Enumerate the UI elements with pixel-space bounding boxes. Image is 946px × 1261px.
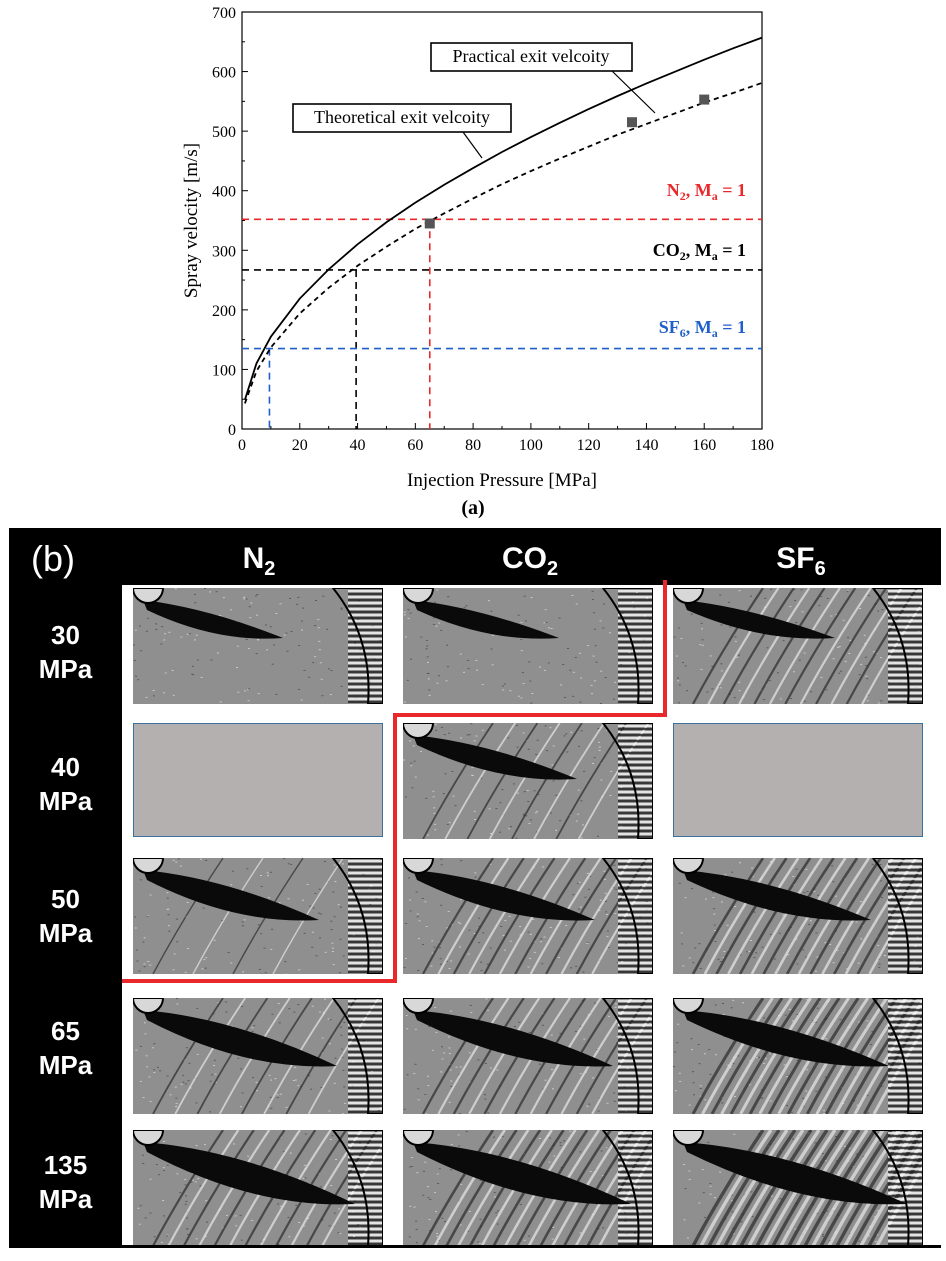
y-tick-label: 0 <box>228 422 236 439</box>
y-tick-label: 700 <box>212 5 236 22</box>
x-tick-label: 100 <box>519 437 543 454</box>
x-tick-label: 60 <box>407 437 423 454</box>
column-head-sf6: SF6 <box>776 542 826 580</box>
row-head-65: 65 MPa <box>38 1016 93 1080</box>
y-tick-label: 200 <box>212 303 236 320</box>
schlieren-image-co2-row4 <box>403 1130 653 1246</box>
mach-label-0: N2, Ma = 1 <box>667 180 746 203</box>
row-head-50: 50 MPa <box>38 884 93 948</box>
y-tick-label: 100 <box>212 362 236 379</box>
plot-frame <box>241 11 763 430</box>
x-tick-label: 120 <box>577 437 601 454</box>
schlieren-image-sf6-row0 <box>673 588 923 704</box>
x-tick-label: 160 <box>692 437 716 454</box>
bottom-rule <box>9 1245 941 1248</box>
schlieren-image-sf6-row3 <box>673 998 923 1114</box>
schlieren-image-co2-row2 <box>403 858 653 974</box>
row-head-135: 135 MPa <box>38 1150 93 1214</box>
x-tick-label: 140 <box>634 437 658 454</box>
x-axis-label: Injection Pressure [MPa] <box>407 470 597 491</box>
theoretical-label-box <box>292 103 512 133</box>
empty-cell-n2-40 <box>133 723 383 837</box>
schlieren-image-co2-row0 <box>403 588 653 704</box>
velocity-chart: 0 20 40 60 80 100 120 140 160 180 0 100 200 300 400 500… <box>181 5 774 491</box>
row-head-40: 40 MPa <box>38 752 93 816</box>
data-point-0 <box>424 218 435 229</box>
x-tick-label: 180 <box>750 437 774 454</box>
schlieren-image-sf6-row2 <box>673 858 923 974</box>
x-tick-label: 80 <box>465 437 481 454</box>
schlieren-grid: (b) N2 CO2 SF6 30 MPa 40 MPa 50 MPa 65 MPa 1… <box>9 528 941 1248</box>
schlieren-image-n2-row4 <box>133 1130 383 1246</box>
data-point-1 <box>627 117 637 128</box>
y-axis-label: Spray velocity [m/s] <box>181 143 202 298</box>
x-tick-label: 0 <box>238 437 246 454</box>
plot-area: 0 20 40 60 80 100 120 140 160 180 0 100 200 300 400 500… <box>181 5 774 491</box>
schlieren-image-n2-row2 <box>133 858 383 974</box>
mach-label-1: CO2, Ma = 1 <box>653 240 746 263</box>
row-head-30: 30 MPa <box>38 620 93 684</box>
y-tick-label: 400 <box>212 184 236 201</box>
column-head-co2: CO2 <box>501 542 559 580</box>
theoretical-label: Theoretical exit velcoity <box>314 107 490 127</box>
panel-b-label: (b) <box>31 538 75 579</box>
data-point-2 <box>699 94 710 105</box>
y-tick-label: 600 <box>212 65 236 82</box>
practical-label-box <box>430 42 633 72</box>
header-bar <box>9 528 941 585</box>
schlieren-image-co2-row1 <box>403 723 653 839</box>
caption-a: (a) <box>461 497 485 519</box>
choked-boundary <box>122 580 667 983</box>
practical-label: Practical exit velcoity <box>453 46 610 66</box>
side-bar <box>9 528 122 1248</box>
x-tick-label: 40 <box>350 437 366 454</box>
theoretical-pointer <box>462 131 483 159</box>
schlieren-image-sf6-row4 <box>673 1130 923 1246</box>
practical-pointer <box>611 70 656 114</box>
theoretical-velocity-line <box>244 36 763 401</box>
column-head-n2: N2 <box>242 542 276 580</box>
schlieren-image-n2-row3 <box>133 998 383 1114</box>
schlieren-image-n2-row0 <box>133 588 383 704</box>
y-tick-label: 500 <box>212 124 236 141</box>
mach-label-2: SF6, Ma = 1 <box>659 317 746 340</box>
empty-cell-sf6-40 <box>673 723 923 837</box>
y-tick-label: 300 <box>212 243 236 260</box>
choked-boundary-line <box>122 580 667 983</box>
schlieren-image-co2-row3 <box>403 998 653 1114</box>
x-tick-label: 20 <box>292 437 308 454</box>
